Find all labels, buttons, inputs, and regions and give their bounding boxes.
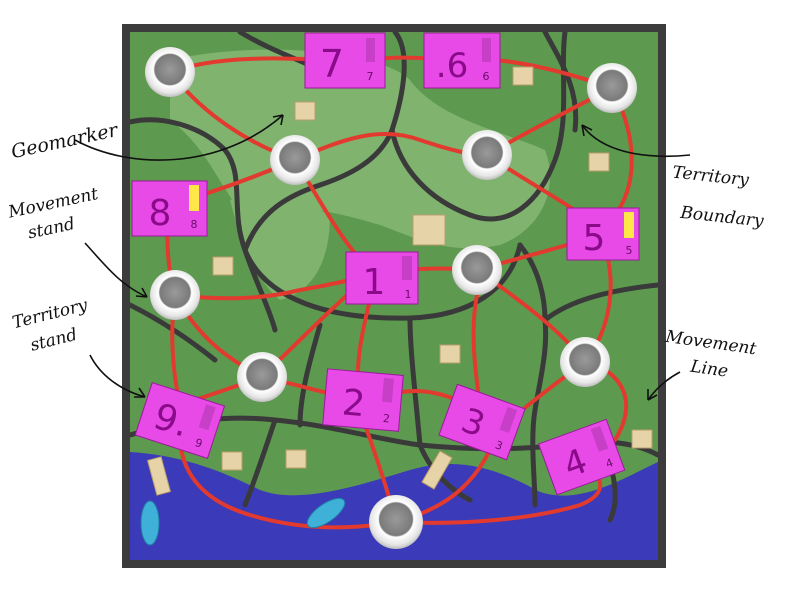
territory-number-small: 4 <box>604 456 615 471</box>
geomarker[interactable] <box>512 66 534 86</box>
geomarker[interactable] <box>412 214 446 246</box>
movement-stands <box>145 47 637 549</box>
territory-stand-4[interactable]: 4 4 <box>537 418 626 496</box>
geomarker[interactable] <box>588 152 610 172</box>
movement-stand[interactable] <box>270 135 320 185</box>
movement-stand[interactable] <box>560 337 610 387</box>
territory-number-small: 3 <box>493 438 504 453</box>
docks <box>146 450 453 496</box>
territory-number-small: 9 <box>193 436 204 451</box>
territory-stands: 7 7 .6 6 8 8 5 5 1 1 <box>131 32 640 496</box>
territory-number-small: 5 <box>626 244 633 257</box>
territory-number: 7 <box>320 42 344 86</box>
boat-icon[interactable] <box>303 493 349 533</box>
territory-number: 2 <box>340 382 366 425</box>
annotation-territory-stand-1: Territory <box>10 295 90 333</box>
annotation-movement-line-2: Line <box>688 356 729 381</box>
territory-stand-2[interactable]: 2 2 <box>322 368 404 432</box>
territory-number-small: 8 <box>191 218 198 231</box>
movement-stand[interactable] <box>369 495 423 549</box>
annotation-movement-stand-1: Movement <box>6 184 101 223</box>
geomarker[interactable] <box>212 256 234 276</box>
territory-stand-9[interactable]: 9. 9 <box>134 381 226 460</box>
territory-number: 5 <box>583 218 606 259</box>
arrow-territory-boundary <box>581 124 691 158</box>
dock-ramp <box>421 450 453 490</box>
territory-number: 8 <box>149 193 172 234</box>
geomarker[interactable] <box>439 344 461 364</box>
annotation-territory-boundary-1: Territory <box>672 163 751 191</box>
territory-number-small: 2 <box>382 412 390 426</box>
territory-stand-7[interactable]: 7 7 <box>304 32 386 89</box>
annotation-movement-line-1: Movement <box>663 327 757 360</box>
annotation-movement-stand-2: stand <box>26 214 77 243</box>
dock-ramp <box>146 456 172 496</box>
movement-stand[interactable] <box>452 245 502 295</box>
geomarker[interactable] <box>285 449 307 469</box>
movement-stand[interactable] <box>587 63 637 113</box>
annotation-territory-stand-2: stand <box>28 325 79 356</box>
boat-icon[interactable] <box>140 500 160 546</box>
movement-stand[interactable] <box>150 270 200 320</box>
territory-stand-3[interactable]: 3 3 <box>438 383 526 461</box>
territory-stand-8[interactable]: 8 8 <box>131 180 208 237</box>
territory-boundaries <box>130 32 658 523</box>
geomarkers <box>212 66 653 471</box>
highland-patch <box>230 195 330 300</box>
movement-stand[interactable] <box>237 352 287 402</box>
movement-stand[interactable] <box>462 130 512 180</box>
arrow-territory-stand <box>89 354 146 398</box>
boats <box>140 493 349 546</box>
territory-number-small: 6 <box>483 70 490 83</box>
annotation-territory-boundary-2: Boundary <box>678 203 764 232</box>
arrow-movement-line <box>647 371 681 401</box>
geomarker[interactable] <box>294 101 316 121</box>
territory-number: .6 <box>436 46 468 86</box>
territory-stand-6[interactable]: .6 6 <box>423 32 501 89</box>
geomarker[interactable] <box>221 451 243 471</box>
arrow-geomarker <box>74 114 284 161</box>
annotation-geomarker: Geomarker <box>9 119 121 163</box>
territory-number: 1 <box>363 262 386 303</box>
territory-number-small: 1 <box>405 288 412 301</box>
territory-number-small: 7 <box>367 70 374 83</box>
territory-stand-1[interactable]: 1 1 <box>345 251 419 305</box>
movement-stand[interactable] <box>145 47 195 97</box>
geomarker[interactable] <box>631 429 653 449</box>
territory-stand-5[interactable]: 5 5 <box>566 207 640 261</box>
arrow-movement-stand <box>84 242 148 298</box>
